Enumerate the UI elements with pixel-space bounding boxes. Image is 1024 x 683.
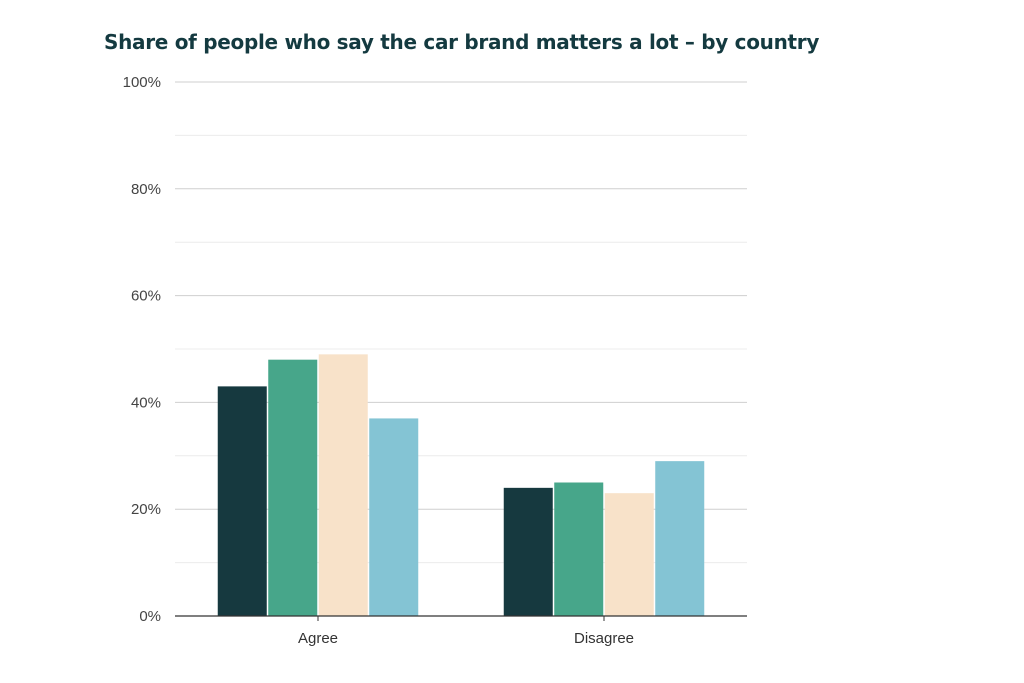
- bar-disagree-2: [554, 482, 604, 616]
- y-tick-label: 100%: [123, 74, 161, 91]
- y-tick-label: 40%: [131, 394, 161, 411]
- y-tick-label: 0%: [139, 608, 161, 625]
- y-tick-label: 20%: [131, 501, 161, 518]
- chart-title: Share of people who say the car brand ma…: [104, 30, 820, 54]
- y-axis-tick-labels: 0% 20% 40% 60% 80% 100%: [123, 74, 161, 625]
- bar-agree-2: [268, 359, 318, 616]
- y-tick-label: 60%: [131, 288, 161, 305]
- bar-agree-3: [318, 354, 368, 616]
- bar-disagree-3: [604, 493, 654, 616]
- y-tick-label: 80%: [131, 181, 161, 198]
- bar-disagree-4: [655, 461, 705, 616]
- x-category-label-disagree: Disagree: [574, 630, 634, 647]
- bar-disagree-1: [503, 487, 553, 616]
- bar-agree-4: [369, 418, 419, 616]
- x-axis-category-labels: Agree Disagree: [298, 616, 634, 647]
- bars: [217, 354, 705, 616]
- bar-agree-1: [217, 386, 267, 616]
- x-category-label-agree: Agree: [298, 630, 338, 647]
